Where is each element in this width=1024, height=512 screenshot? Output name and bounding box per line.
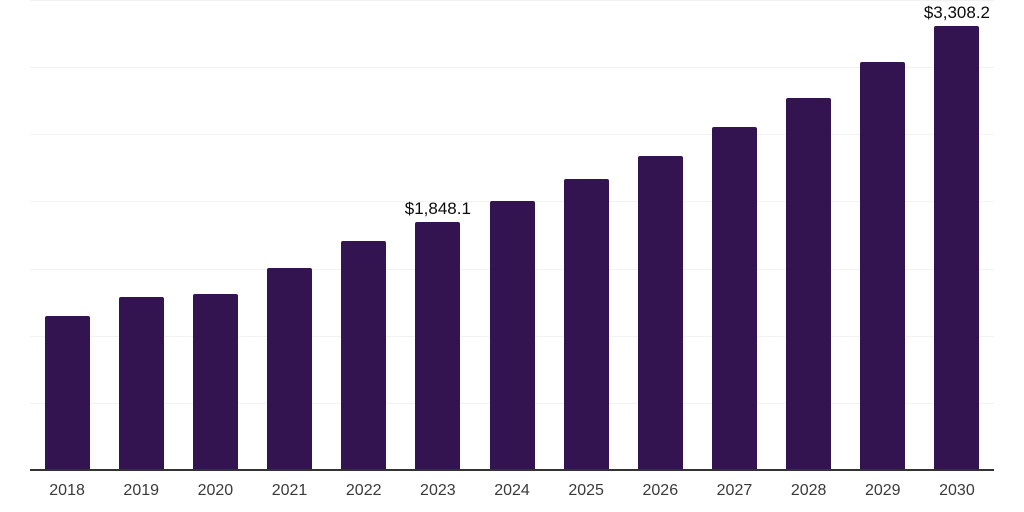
x-tick-label-2023: 2023 <box>420 482 456 499</box>
x-axis-line <box>30 469 994 471</box>
bar-2024[interactable] <box>489 201 535 470</box>
x-tick-label-2020: 2020 <box>197 482 234 499</box>
bar-2021[interactable] <box>267 267 313 470</box>
x-tick-label-2029: 2029 <box>864 482 901 499</box>
data-label-2023: $1,848.1 <box>404 198 471 218</box>
x-tick-label-2018: 2018 <box>49 482 85 499</box>
x-tick-label-2022: 2022 <box>345 482 382 499</box>
bar-2023[interactable] <box>415 221 461 470</box>
bar-2022[interactable] <box>341 240 387 470</box>
bar-2030[interactable] <box>934 25 980 470</box>
bar-2020[interactable] <box>192 294 238 470</box>
gridline-2500 <box>30 134 994 136</box>
plot-area: $1,848.1 $3,308.2 <box>30 0 994 471</box>
gridline-3500 <box>30 0 994 1</box>
x-tick-label-2025: 2025 <box>568 482 604 499</box>
x-tick-label-2028: 2028 <box>790 482 827 499</box>
bar-2026[interactable] <box>637 155 683 470</box>
bar-2018[interactable] <box>44 315 90 470</box>
bar-2025[interactable] <box>563 178 609 470</box>
x-tick-label-2021: 2021 <box>271 482 308 499</box>
x-tick-label-2030: 2030 <box>939 482 975 499</box>
data-label-2030: $3,308.2 <box>923 2 991 22</box>
x-tick-label-2024: 2024 <box>494 482 530 499</box>
x-tick-label-2026: 2026 <box>642 482 679 499</box>
gridline-3000 <box>30 67 994 69</box>
x-tick-label-2019: 2019 <box>123 482 160 499</box>
x-axis-labels: 2018 2019 2020 2021 2022 2023 2024 2025 2026 2027… <box>30 481 994 503</box>
bar-2019[interactable] <box>118 297 164 470</box>
x-tick-label-2027: 2027 <box>716 482 753 499</box>
bar-2029[interactable] <box>860 62 906 470</box>
bar-2028[interactable] <box>786 97 832 470</box>
bar-2027[interactable] <box>711 126 757 470</box>
